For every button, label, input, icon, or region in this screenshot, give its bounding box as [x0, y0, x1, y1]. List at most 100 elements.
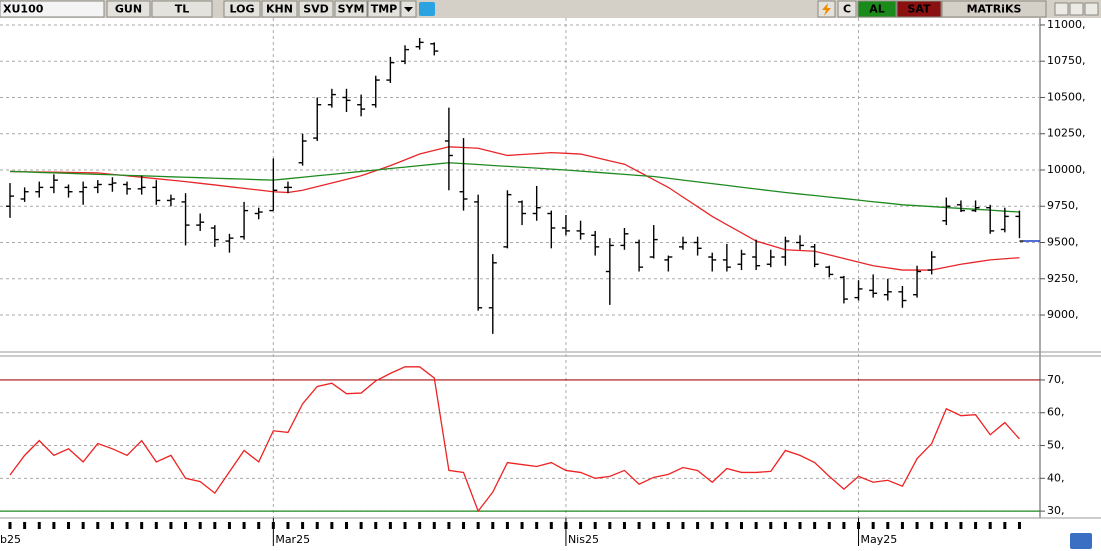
x-tick — [184, 522, 188, 529]
toolbar-button-label[interactable]: LOG — [230, 3, 255, 16]
y-tick-label: 10250, — [1047, 127, 1086, 140]
toolbar-button[interactable] — [223, 0, 261, 18]
x-tick — [242, 522, 246, 529]
x-tick — [462, 522, 466, 529]
toolbar-button[interactable] — [151, 0, 213, 18]
x-tick — [593, 522, 597, 529]
x-tick — [344, 522, 348, 529]
toolbar-button-label[interactable]: GUN — [115, 3, 142, 16]
x-tick — [476, 522, 480, 529]
buy-button[interactable] — [857, 0, 897, 18]
x-tick — [696, 522, 700, 529]
x-tick — [798, 522, 802, 529]
toolbar-button-label[interactable]: SYM — [338, 3, 365, 16]
x-tick — [740, 522, 743, 529]
sell-button-label[interactable]: SAT — [907, 3, 931, 16]
moving-average-line — [9, 162, 1020, 213]
toolbar-button-label[interactable]: SVD — [303, 3, 329, 16]
x-tick — [110, 522, 114, 529]
y-tick-label: 10750, — [1047, 54, 1086, 67]
x-tick — [915, 522, 919, 529]
buy-button-label[interactable]: AL — [869, 3, 885, 16]
toolbar-button[interactable] — [298, 0, 334, 18]
x-tick — [140, 522, 144, 529]
x-tick — [637, 522, 641, 529]
twitter-icon[interactable] — [419, 2, 435, 16]
brand-label[interactable]: MATRiKS — [967, 3, 1022, 16]
x-tick — [359, 522, 363, 529]
x-tick — [1003, 522, 1007, 529]
x-tick — [944, 522, 948, 529]
brand[interactable] — [941, 0, 1047, 18]
x-tick — [930, 522, 934, 529]
symbol[interactable]: XU100 — [3, 3, 44, 16]
toolbar-button-label[interactable]: TL — [175, 3, 190, 16]
toolbar-button[interactable] — [367, 0, 401, 18]
toolbar-button[interactable] — [106, 0, 151, 18]
x-tick — [125, 522, 129, 529]
x-tick — [81, 522, 85, 529]
x-tick — [403, 522, 407, 529]
x-tick — [96, 522, 100, 529]
x-tick — [8, 522, 12, 529]
x-tick — [988, 522, 992, 529]
x-tick — [67, 522, 71, 529]
toolbar-button[interactable] — [261, 0, 298, 18]
x-tick — [388, 522, 392, 529]
x-tick — [213, 522, 217, 529]
refresh-icon[interactable] — [1070, 533, 1092, 549]
x-tick — [52, 522, 56, 529]
moving-average-line — [9, 146, 1020, 271]
x-tick — [652, 522, 656, 529]
y-tick-label: 11000, — [1047, 18, 1086, 31]
y-tick-label: 9250, — [1047, 272, 1079, 285]
c-button-label[interactable]: C — [843, 3, 851, 16]
dropdown-arrow — [404, 7, 413, 12]
x-tick — [608, 522, 612, 529]
sell-button[interactable] — [896, 0, 942, 18]
y-tick-label: 40, — [1047, 471, 1065, 484]
x-tick — [491, 522, 495, 529]
y-tick-label: 50, — [1047, 439, 1065, 452]
x-tick — [418, 522, 422, 529]
x-tick — [535, 522, 539, 529]
x-tick — [886, 522, 890, 529]
x-tick — [974, 522, 978, 529]
x-tick — [871, 522, 875, 529]
x-tick-label: May25 — [861, 533, 898, 546]
x-tick — [37, 522, 41, 529]
x-tick-label: Mar25 — [275, 533, 310, 546]
toolbar-button[interactable] — [334, 0, 368, 18]
x-tick — [681, 522, 685, 529]
x-tick — [330, 522, 334, 529]
c-button[interactable] — [837, 0, 857, 18]
x-tick — [666, 522, 670, 529]
x-tick — [959, 522, 963, 529]
x-tick — [549, 522, 553, 529]
symbol-field[interactable] — [0, 0, 105, 18]
x-tick — [520, 522, 524, 529]
x-tick — [154, 522, 158, 529]
y-tick-label: 9000, — [1047, 308, 1079, 321]
toolbar-button-label[interactable]: KHN — [266, 3, 293, 16]
x-tick-label: b25 — [0, 533, 21, 546]
x-tick — [315, 522, 319, 529]
window-button[interactable] — [1084, 2, 1099, 16]
x-tick — [374, 522, 378, 529]
x-tick — [257, 522, 261, 529]
flash-glyph — [822, 3, 831, 16]
y-tick-label: 60, — [1047, 406, 1065, 419]
y-tick-label: 30, — [1047, 504, 1065, 517]
x-tick — [579, 522, 583, 529]
x-tick — [432, 522, 436, 529]
window-button[interactable] — [1054, 2, 1069, 16]
x-tick — [23, 522, 27, 529]
x-tick — [169, 522, 173, 529]
y-tick-label: 10000, — [1047, 163, 1086, 176]
x-tick — [725, 522, 729, 529]
x-tick — [769, 522, 773, 529]
toolbar-button-label[interactable]: TMP — [371, 3, 398, 16]
window-button[interactable] — [1069, 2, 1084, 16]
